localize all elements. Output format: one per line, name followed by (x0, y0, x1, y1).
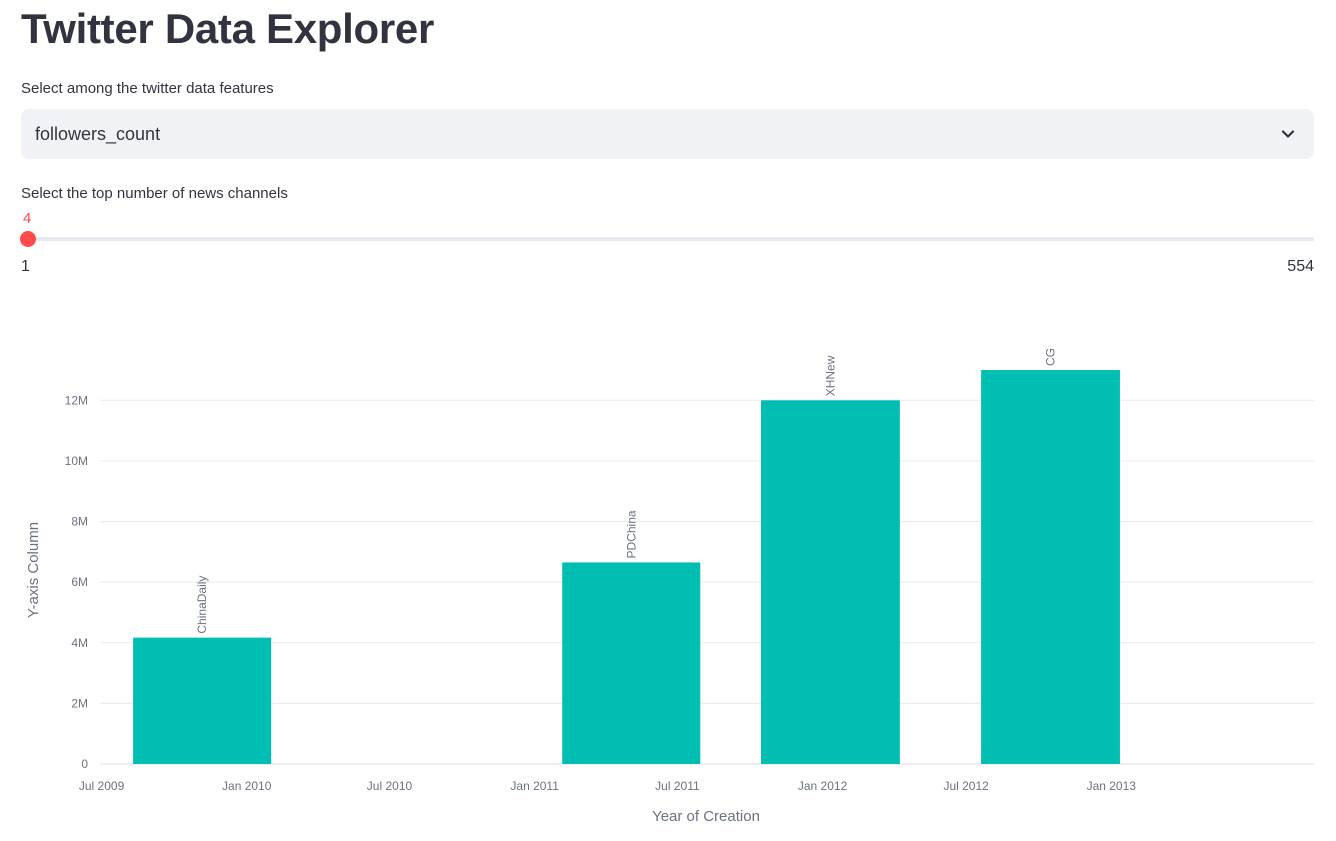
x-tick-label: Jan 2013 (1087, 779, 1137, 793)
bar-label: ChinaDaily (195, 576, 209, 634)
feature-select-value: followers_count (35, 124, 161, 144)
top-count-slider[interactable]: 4 1 554 (20, 206, 1314, 276)
bar-chart: ChinaDaily PDChina XHNew CG 0 2M 4M 6M 8M 10M 12M… (25, 348, 1314, 825)
bar-chinadaily[interactable] (133, 637, 272, 764)
y-tick-label: 10M (65, 454, 88, 468)
chart-bars: ChinaDaily PDChina XHNew CG (133, 348, 1120, 764)
chart-gridlines (100, 399, 1314, 765)
slider-thumb[interactable] (20, 231, 36, 247)
slider-current-value: 4 (23, 210, 32, 227)
bar-pdchina[interactable] (562, 562, 701, 764)
slider-track[interactable] (21, 237, 1314, 241)
page-title: Twitter Data Explorer (21, 5, 435, 52)
y-tick-label: 2M (71, 696, 88, 710)
y-tick-label: 8M (71, 515, 88, 529)
bar-xhnew[interactable] (761, 400, 900, 764)
y-tick-label: 6M (71, 575, 88, 589)
feature-select-label: Select among the twitter data features (21, 80, 274, 97)
x-axis-title: Year of Creation (652, 808, 760, 825)
y-tick-label: 12M (65, 393, 88, 407)
bar-label: PDChina (624, 510, 638, 558)
x-tick-label: Jan 2012 (798, 779, 848, 793)
x-tick-label: Jul 2012 (943, 779, 989, 793)
y-axis-title: Y-axis Column (25, 522, 42, 618)
slider-max-label: 554 (1287, 258, 1314, 275)
chevron-down-icon[interactable] (1280, 126, 1296, 142)
bar-label: XHNew (823, 355, 837, 396)
bar-label: CG (1044, 348, 1058, 366)
x-tick-label: Jul 2010 (367, 779, 413, 793)
x-tick-label: Jul 2011 (655, 779, 700, 793)
x-tick-label: Jan 2011 (510, 779, 559, 793)
y-tick-label: 4M (71, 636, 88, 650)
y-axis-ticks: 0 2M 4M 6M 8M 10M 12M (65, 393, 89, 771)
x-axis-ticks: Jul 2009 Jan 2010 Jul 2010 Jan 2011 Jul 2011… (79, 779, 1136, 793)
top-slider-label: Select the top number of news channels (21, 185, 288, 202)
x-tick-label: Jan 2010 (222, 779, 272, 793)
feature-select[interactable]: followers_count (21, 109, 1314, 159)
y-tick-label: 0 (81, 757, 88, 771)
slider-min-label: 1 (21, 258, 30, 275)
bar-cg[interactable] (981, 370, 1120, 764)
x-tick-label: Jul 2009 (79, 779, 125, 793)
